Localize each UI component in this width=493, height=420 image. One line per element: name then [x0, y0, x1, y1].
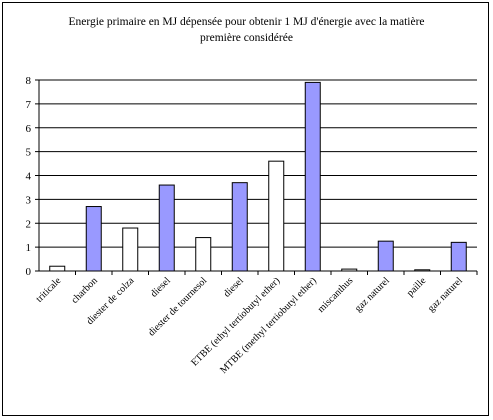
y-tick-label: 4	[26, 171, 32, 183]
x-category-label: gaz naturel	[426, 275, 465, 314]
chart-title-line-1: Energie primaire en MJ dépensée pour obt…	[68, 16, 425, 28]
y-tick-label: 3	[26, 194, 32, 206]
bar	[304, 81, 321, 272]
bar	[49, 265, 66, 272]
bar	[450, 241, 467, 272]
bar	[231, 182, 248, 272]
bar	[195, 237, 212, 272]
y-tick-label: 0	[26, 266, 32, 278]
x-category-label: triticale	[34, 275, 64, 305]
y-tick-label: 7	[26, 99, 32, 111]
x-category-label: paille	[405, 275, 429, 299]
bar	[414, 269, 431, 272]
bar	[85, 206, 102, 272]
bar	[122, 227, 139, 272]
bar	[377, 240, 394, 272]
y-tick-label: 1	[26, 242, 32, 254]
chart-title-line-2: première considérée	[200, 32, 293, 44]
x-category-label: gaz naturel	[353, 275, 392, 314]
x-category-label: charbon	[69, 275, 100, 306]
x-category-label: miscanthus	[316, 275, 356, 315]
y-tick-label: 8	[26, 75, 32, 87]
y-tick-label: 5	[26, 147, 32, 159]
y-tick-label: 2	[26, 218, 32, 230]
bar	[341, 268, 358, 272]
bar	[268, 160, 285, 272]
y-tick-label: 6	[26, 123, 32, 135]
bar	[158, 184, 175, 272]
chart-title: Energie primaire en MJ dépensée pour obt…	[30, 14, 463, 46]
x-category-label: diesel	[149, 275, 173, 299]
x-category-label: diesel	[222, 275, 246, 299]
